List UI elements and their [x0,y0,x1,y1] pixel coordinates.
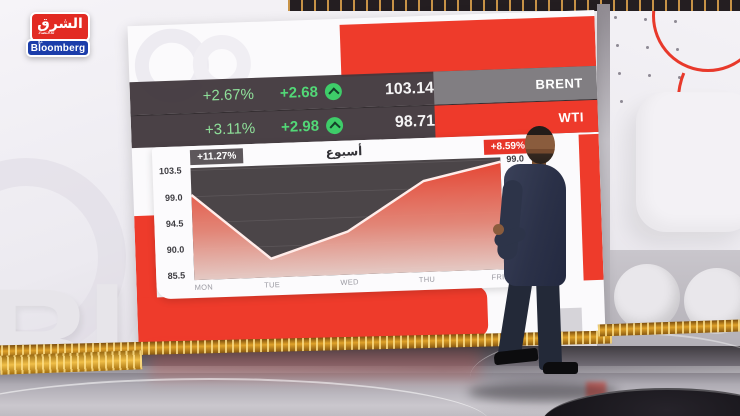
area-fill [191,161,505,281]
brent-price: 103.14 [384,79,435,98]
channel-logo: الشرق للاقتصاد مع Bloomberg [26,12,90,57]
presenter-hand [493,224,504,235]
gridline [190,159,501,171]
logo-with-text: مع [38,40,43,45]
brent-absolute-change: +2.68 [279,83,319,102]
presenter-head [525,126,555,164]
up-arrow-icon [324,82,342,101]
x-axis-label: WED [340,277,359,287]
wti-percent-change: +3.11% [204,119,256,139]
presenter [488,120,620,390]
axis-tick-label: 90.0 [166,244,185,256]
screen-red-reflection [150,350,480,380]
up-arrow-icon [325,116,343,134]
embossed-circle [614,264,680,330]
asharq-logo-text: الشرق [37,16,83,32]
wti-price: 98.71 [394,112,436,131]
left-y-axis: 103.5 99.0 94.5 90.0 85.5 [153,165,191,282]
axis-tick-label: 103.5 [158,165,182,177]
bloomberg-logo-text: Bloomberg [30,42,86,54]
wti-absolute-change: +2.98 [280,117,320,136]
wall-dots [614,16,617,19]
price-line [190,160,501,261]
presenter-leg [536,277,563,371]
ceiling-light-strip [288,0,740,11]
video-wall-screen: +2.67% +2.68 103.14 BRENT +3.11% +2.98 9… [127,9,606,351]
x-axis-label: THU [418,274,436,285]
chart-plot-area [190,157,505,281]
brent-percent-change: +2.67% [202,85,255,105]
axis-tick-label: 94.5 [165,218,184,229]
floor-arc-line [0,378,490,416]
floor-reflection-streak [0,366,740,373]
presenter-shoe [543,362,578,374]
week-chart [190,159,505,281]
embossed-wall-shape [636,92,740,232]
axis-tick-label: 99.0 [164,192,183,203]
x-axis-label: TUE [263,280,281,290]
brent-label: BRENT [433,65,598,105]
weekly-chart-card: أسبوع +11.27% +8.59% 103.5 99.0 94.5 90.0 85… [151,134,541,300]
asharq-logo-subtext: للاقتصاد [38,30,55,36]
bloomberg-logo-box: مع Bloomberg [26,39,90,57]
x-axis-label: MON [194,282,214,293]
asharq-logo-box: الشرق للاقتصاد [30,12,90,42]
axis-tick-label: 85.5 [167,270,186,282]
